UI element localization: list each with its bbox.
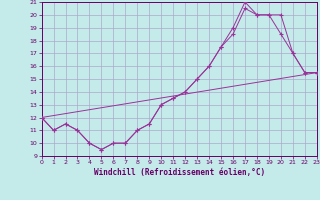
X-axis label: Windchill (Refroidissement éolien,°C): Windchill (Refroidissement éolien,°C) xyxy=(94,168,265,177)
